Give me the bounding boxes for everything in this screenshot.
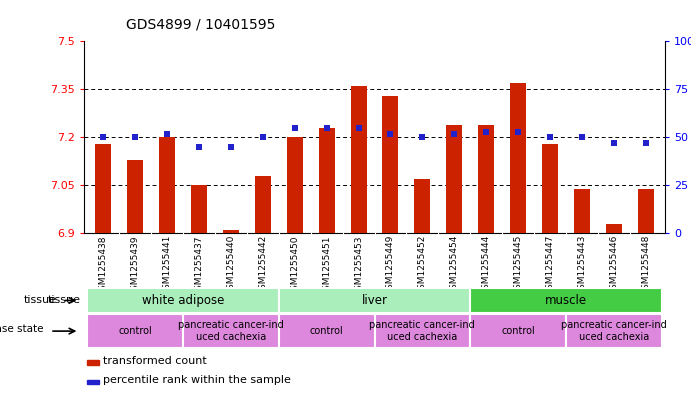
Bar <box>95 144 111 233</box>
Point <box>481 129 492 135</box>
Text: GSM1255446: GSM1255446 <box>609 235 618 296</box>
Text: GSM1255451: GSM1255451 <box>322 235 331 296</box>
Text: control: control <box>501 326 535 336</box>
Bar <box>88 314 183 348</box>
Point <box>162 130 173 137</box>
Text: GSM1255445: GSM1255445 <box>513 235 522 296</box>
Bar <box>88 380 99 384</box>
Bar <box>375 314 470 348</box>
Point <box>193 144 205 150</box>
Bar <box>415 179 430 233</box>
Text: GSM1255453: GSM1255453 <box>354 235 363 296</box>
Text: GSM1255452: GSM1255452 <box>418 235 427 296</box>
Text: percentile rank within the sample: percentile rank within the sample <box>104 375 292 386</box>
Text: tissue: tissue <box>23 296 56 305</box>
Text: GDS4899 / 10401595: GDS4899 / 10401595 <box>126 17 275 31</box>
Text: GSM1255447: GSM1255447 <box>545 235 554 296</box>
Point <box>513 129 524 135</box>
Bar <box>279 288 470 313</box>
Text: GSM1255444: GSM1255444 <box>482 235 491 295</box>
Text: control: control <box>310 326 343 336</box>
Text: GSM1255454: GSM1255454 <box>450 235 459 296</box>
Bar <box>542 144 558 233</box>
Bar <box>191 185 207 233</box>
Bar <box>223 230 239 233</box>
Point <box>98 134 109 140</box>
Bar <box>88 288 279 313</box>
Point <box>290 125 301 131</box>
Point <box>608 140 619 146</box>
Point <box>385 130 396 137</box>
Point <box>545 134 556 140</box>
Bar <box>255 176 271 233</box>
Bar <box>574 189 590 233</box>
Text: pancreatic cancer-ind
uced cachexia: pancreatic cancer-ind uced cachexia <box>561 320 667 342</box>
Point <box>576 134 587 140</box>
Text: GSM1255442: GSM1255442 <box>258 235 267 295</box>
Point <box>225 144 236 150</box>
Text: control: control <box>118 326 152 336</box>
Text: GSM1255440: GSM1255440 <box>227 235 236 296</box>
Bar <box>350 86 366 233</box>
Text: GSM1255443: GSM1255443 <box>577 235 587 296</box>
Bar <box>319 128 334 233</box>
Text: GSM1255437: GSM1255437 <box>195 235 204 296</box>
Text: transformed count: transformed count <box>104 356 207 366</box>
Text: tissue: tissue <box>48 296 81 305</box>
Bar <box>446 125 462 233</box>
Text: GSM1255439: GSM1255439 <box>131 235 140 296</box>
Bar <box>279 314 375 348</box>
Point <box>640 140 651 146</box>
Bar <box>287 137 303 233</box>
Text: pancreatic cancer-ind
uced cachexia: pancreatic cancer-ind uced cachexia <box>370 320 475 342</box>
Text: GSM1255450: GSM1255450 <box>290 235 299 296</box>
Bar <box>183 314 279 348</box>
Bar <box>478 125 494 233</box>
Bar <box>159 137 176 233</box>
Point <box>417 134 428 140</box>
Bar <box>470 314 566 348</box>
Bar <box>127 160 143 233</box>
Text: GSM1255448: GSM1255448 <box>641 235 650 296</box>
Text: GSM1255449: GSM1255449 <box>386 235 395 296</box>
Text: muscle: muscle <box>545 294 587 307</box>
Bar <box>606 224 622 233</box>
Text: white adipose: white adipose <box>142 294 225 307</box>
Text: disease state: disease state <box>0 325 44 334</box>
Bar <box>383 96 399 233</box>
Text: pancreatic cancer-ind
uced cachexia: pancreatic cancer-ind uced cachexia <box>178 320 284 342</box>
Text: GSM1255441: GSM1255441 <box>162 235 172 296</box>
Bar <box>566 314 661 348</box>
Point <box>257 134 268 140</box>
Bar <box>510 83 526 233</box>
Point <box>353 125 364 131</box>
Text: liver: liver <box>361 294 388 307</box>
Bar <box>470 288 661 313</box>
Bar <box>638 189 654 233</box>
Text: GSM1255438: GSM1255438 <box>99 235 108 296</box>
Point <box>130 134 141 140</box>
Point <box>448 130 460 137</box>
Bar <box>88 360 99 365</box>
Point <box>321 125 332 131</box>
